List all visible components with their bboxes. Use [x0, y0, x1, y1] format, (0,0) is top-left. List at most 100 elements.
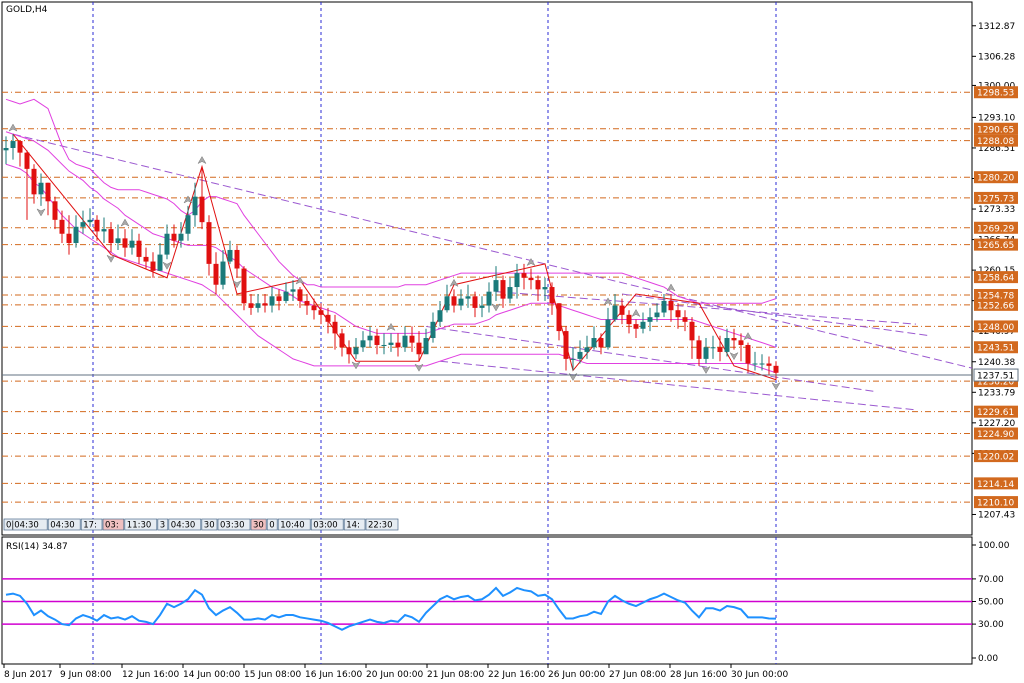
level-price-tag: [974, 171, 1018, 184]
price-tick-label: 1273.33: [978, 205, 1015, 215]
candle-body-down: [521, 273, 527, 278]
session-label: 03:00: [313, 521, 338, 531]
candle-body-up: [486, 291, 492, 306]
fractal-down-arrow: [162, 261, 172, 270]
period-separators: [92, 2, 777, 664]
candle-body-down: [745, 344, 751, 364]
candle-body-up: [493, 280, 499, 292]
candle-body-up: [654, 312, 660, 318]
rsi-plot-frame[interactable]: [1, 536, 973, 665]
candle-body-up: [612, 305, 618, 320]
level-price-tag-label: 1275.73: [977, 194, 1014, 204]
candle-body-up: [220, 261, 226, 285]
fractal-down-arrow: [771, 382, 781, 391]
candle-body-down: [248, 303, 254, 308]
time-tick-label: 15 Jun 08:00: [244, 670, 301, 680]
candle-body-down: [241, 268, 247, 304]
time-tick-label: 20 Jun 00:00: [366, 670, 423, 680]
candle-body-up: [381, 344, 387, 346]
session-label-box: [343, 518, 366, 531]
candle-body-up: [724, 338, 730, 352]
candle-body-up: [157, 254, 163, 271]
candle-body-down: [682, 317, 688, 322]
candle-body-up: [353, 347, 359, 355]
fractal-down-arrow: [491, 303, 501, 312]
level-price-tag-label: 1265.65: [977, 241, 1014, 251]
fractal-down-arrow: [232, 280, 242, 289]
candle-body-down: [31, 168, 37, 195]
candle-body-down: [325, 314, 331, 322]
candle-body-down: [773, 365, 779, 373]
candle-body-up: [479, 305, 485, 308]
level-price-tag: [974, 122, 1018, 135]
fractal-up-arrow: [386, 322, 396, 331]
candle-body-down: [206, 222, 212, 264]
candle-body-down: [94, 219, 100, 232]
session-label: 11:30: [127, 521, 152, 531]
fractal-down-arrow: [414, 363, 424, 372]
candle-body-down: [626, 314, 632, 325]
session-label: 04:30: [50, 521, 74, 531]
level-price-tag-label: 1236.20: [977, 378, 1014, 388]
fractal-up-arrow: [603, 297, 613, 306]
session-label-box: [217, 518, 251, 531]
candle-body-down: [416, 342, 422, 355]
level-price-tag: [974, 341, 1018, 354]
candle-body-up: [423, 338, 429, 355]
price-tick-label: 1306.28: [978, 52, 1015, 62]
trendline: [495, 291, 917, 325]
rsi-tick-label: 50.00: [978, 598, 1004, 608]
level-price-tag-label: 1220.02: [977, 453, 1014, 463]
candle-body-down: [766, 363, 772, 366]
fractal-up-arrow: [666, 283, 676, 292]
time-tick-label: 14 Jun 00:00: [183, 670, 240, 680]
level-price-tag-label: 1252.66: [977, 301, 1014, 311]
session-label-box: [365, 518, 399, 531]
candle-body-down: [276, 296, 282, 301]
candle-body-down: [738, 340, 744, 345]
level-price-tag-label: 1214.14: [977, 480, 1014, 490]
session-label-box: [168, 518, 202, 531]
session-labels: 0|04:30 04:30 17: 03: 11:30 3 04:30 30 03:30 30 0 1…: [3, 518, 399, 531]
session-label: 14:: [346, 521, 360, 531]
fractal-down-arrow: [701, 365, 711, 375]
session-label: 03:30: [220, 521, 245, 531]
time-tick-label: 30 Jun 00:00: [731, 670, 788, 680]
fractal-up-arrow: [526, 257, 536, 267]
candle-body-down: [563, 331, 569, 359]
level-price-tag: [974, 289, 1018, 302]
time-tick-label: 12 Jun 16:00: [122, 670, 179, 680]
fractal-up-arrow: [295, 276, 305, 285]
fractal-down-arrow: [106, 254, 116, 263]
level-price-tag: [974, 221, 1018, 234]
session-label: 03:: [105, 521, 119, 531]
level-price-tag: [974, 427, 1018, 440]
session-label-box: [102, 518, 125, 531]
level-price-tag-label: 1280.20: [977, 174, 1014, 184]
horizontal-levels[interactable]: 1298.53 1290.65 1288.08 1280.20 1275.73 1269.…: [2, 86, 1018, 509]
level-price-tag-label: 1224.90: [977, 430, 1014, 440]
candle-body-up: [577, 351, 583, 359]
fractal-markers: [8, 123, 781, 391]
candle-body-up: [269, 296, 275, 306]
candle-body-down: [108, 229, 114, 244]
candle-body-down: [535, 280, 541, 290]
session-label-box: [266, 518, 278, 531]
candle-body-down: [66, 233, 72, 244]
session-label-box: [277, 518, 311, 531]
rsi-line: [5, 586, 777, 631]
level-price-tag: [974, 450, 1018, 463]
candle-body-down: [122, 238, 128, 248]
session-label: 22:30: [368, 521, 393, 531]
level-price-tag-label: 1229.61: [977, 408, 1014, 418]
main-plot-frame[interactable]: [1, 1, 973, 536]
candle-body-down: [311, 305, 317, 311]
candle-body-up: [367, 335, 373, 341]
session-label: 04:30: [171, 521, 196, 531]
fractal-up-arrow: [183, 195, 193, 204]
level-price-tag-label: 1243.51: [977, 344, 1014, 354]
time-tick-label: 26 Jun 00:00: [548, 670, 605, 680]
rsi-tick-label: 30.00: [978, 620, 1004, 630]
